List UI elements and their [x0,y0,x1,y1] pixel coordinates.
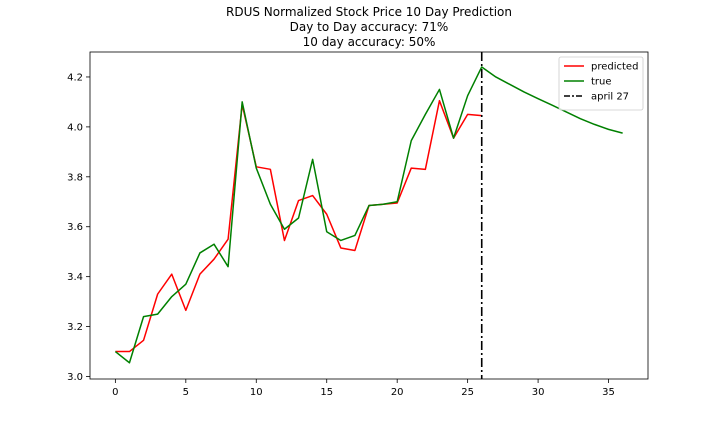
chart-title-line: RDUS Normalized Stock Price 10 Day Predi… [226,5,512,19]
series-line-predicted [115,99,482,353]
chart-title-line: 10 day accuracy: 50% [303,35,436,49]
y-tick-label: 3.6 [67,222,83,233]
chart-title-line: Day to Day accuracy: 71% [290,20,449,34]
y-tick-label: 3.8 [67,172,83,183]
plot-frame [89,51,649,380]
x-tick-label: 25 [461,387,474,398]
legend-label: predicted [591,62,638,73]
x-tick-label: 20 [391,387,404,398]
series-line-true [114,66,623,364]
x-tick-label: 15 [320,387,333,398]
x-tick-label: 30 [532,387,545,398]
chart-title: RDUS Normalized Stock Price 10 Day Predi… [226,5,512,49]
x-axis: 0 5 10 15 20 25 30 35 [112,379,615,398]
legend: predicted true april 27 [558,56,644,111]
x-tick-label: 35 [602,387,615,398]
y-tick-label: 4.2 [67,72,83,83]
legend-label: april 27 [591,92,629,103]
y-axis: 3.0 3.2 3.4 3.6 3.8 4.0 4.2 [67,72,90,383]
x-tick-label: 10 [250,387,263,398]
x-tick-label: 0 [112,387,118,398]
plot-area [114,66,623,364]
legend-label: true [591,77,612,88]
y-tick-label: 3.2 [67,322,83,333]
x-tick-label: 5 [183,387,189,398]
y-tick-label: 3.0 [67,372,83,383]
y-tick-label: 3.4 [67,272,83,283]
y-tick-label: 4.0 [67,122,83,133]
